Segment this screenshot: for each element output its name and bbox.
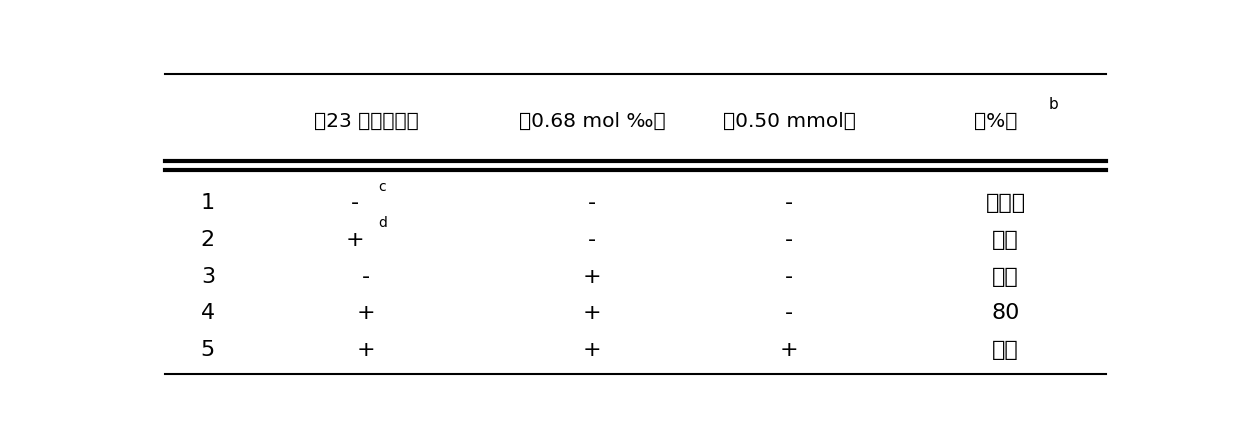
Text: （0.50 mmol）: （0.50 mmol）	[723, 112, 856, 130]
Text: 4: 4	[201, 303, 215, 323]
Text: 3: 3	[201, 267, 215, 286]
Text: （0.68 mol ‰）: （0.68 mol ‰）	[520, 112, 666, 130]
Text: 1: 1	[201, 194, 215, 213]
Text: +: +	[583, 303, 601, 323]
Text: -: -	[785, 303, 794, 323]
Text: -: -	[588, 194, 596, 213]
Text: +: +	[583, 340, 601, 360]
Text: +: +	[780, 340, 799, 360]
Text: d: d	[378, 216, 387, 230]
Text: 5: 5	[201, 340, 215, 360]
Text: b: b	[1049, 97, 1059, 112]
Text: 痕量: 痕量	[992, 340, 1019, 360]
Text: 痕量: 痕量	[992, 267, 1019, 286]
Text: c: c	[378, 180, 386, 194]
Text: -: -	[785, 267, 794, 286]
Text: （23 瓦荧光灯）: （23 瓦荧光灯）	[314, 112, 419, 130]
Text: （%）: （%）	[975, 112, 1018, 130]
Text: +: +	[357, 340, 376, 360]
Text: -: -	[785, 230, 794, 250]
Text: +: +	[357, 303, 376, 323]
Text: 80: 80	[991, 303, 1019, 323]
Text: 不反应: 不反应	[986, 194, 1025, 213]
Text: -: -	[785, 194, 794, 213]
Text: 2: 2	[201, 230, 215, 250]
Text: +: +	[583, 267, 601, 286]
Text: -: -	[362, 267, 371, 286]
Text: 痕量: 痕量	[992, 230, 1019, 250]
Text: -: -	[351, 194, 358, 213]
Text: +: +	[346, 230, 365, 250]
Text: -: -	[588, 230, 596, 250]
